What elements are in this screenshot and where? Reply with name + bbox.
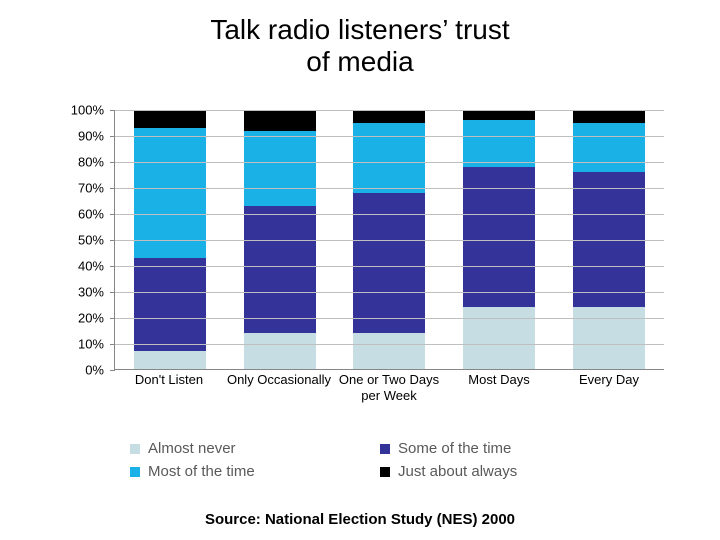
x-axis-labels: Don't ListenOnly OccasionallyOne or Two … <box>114 372 664 403</box>
legend-label: Some of the time <box>398 440 511 457</box>
grid-line <box>115 292 664 293</box>
legend-item: Just about always <box>380 463 600 480</box>
grid-line <box>115 162 664 163</box>
y-axis: 0%10%20%30%40%50%60%70%80%90%100% <box>60 110 110 370</box>
grid-line <box>115 110 664 111</box>
bar-segment-just_about_always <box>134 110 206 128</box>
bar-segment-almost_never <box>244 333 316 369</box>
grid-line <box>115 188 664 189</box>
bar-segment-almost_never <box>353 333 425 369</box>
x-axis-label: One or Two Days per Week <box>334 372 444 403</box>
bar-segment-most_of_the_time <box>134 128 206 258</box>
legend: Almost never Some of the time Most of the … <box>130 440 600 480</box>
grid-line <box>115 136 664 137</box>
grid-line <box>115 214 664 215</box>
y-tick-label: 0% <box>60 363 104 378</box>
y-tick-label: 80% <box>60 155 104 170</box>
y-tick-label: 60% <box>60 207 104 222</box>
legend-swatch <box>380 444 390 454</box>
bar-segment-just_about_always <box>573 110 645 123</box>
source-text: Source: National Election Study (NES) 20… <box>0 511 720 528</box>
x-axis-label: Most Days <box>444 372 554 403</box>
legend-label: Almost never <box>148 440 236 457</box>
legend-label: Just about always <box>398 463 517 480</box>
y-tick-label: 50% <box>60 233 104 248</box>
legend-item: Almost never <box>130 440 350 457</box>
legend-swatch <box>380 467 390 477</box>
legend-item: Most of the time <box>130 463 350 480</box>
bar-segment-almost_never <box>463 307 535 369</box>
y-tick-label: 70% <box>60 181 104 196</box>
bar-segment-some_of_the_time <box>244 206 316 333</box>
legend-item: Some of the time <box>380 440 600 457</box>
chart: 0%10%20%30%40%50%60%70%80%90%100% Don't … <box>60 110 670 370</box>
slide: Talk radio listeners’ trust of media 0% 1… <box>0 0 720 540</box>
x-axis-label: Every Day <box>554 372 664 403</box>
bar-segment-just_about_always <box>463 110 535 120</box>
y-tick-label: 30% <box>60 285 104 300</box>
grid-line <box>115 344 664 345</box>
bar-segment-most_of_the_time <box>573 123 645 172</box>
y-tick-label: 100% <box>60 103 104 118</box>
plot-area <box>114 110 664 370</box>
grid-line <box>115 240 664 241</box>
bar-segment-just_about_always <box>353 110 425 123</box>
x-axis-label: Only Occasionally <box>224 372 334 403</box>
x-axis-label: Don't Listen <box>114 372 224 403</box>
y-tick-label: 10% <box>60 337 104 352</box>
bar-segment-most_of_the_time <box>463 120 535 167</box>
y-tick-label: 90% <box>60 129 104 144</box>
bar-segment-almost_never <box>134 351 206 369</box>
bar-segment-almost_never <box>573 307 645 369</box>
grid-line <box>115 266 664 267</box>
legend-swatch <box>130 467 140 477</box>
bar-segment-some_of_the_time <box>134 258 206 351</box>
y-tick-label: 20% <box>60 311 104 326</box>
y-tick-mark <box>110 370 115 371</box>
legend-swatch <box>130 444 140 454</box>
grid-line <box>115 318 664 319</box>
bar-segment-just_about_always <box>244 110 316 131</box>
bar-segment-most_of_the_time <box>353 123 425 193</box>
legend-label: Most of the time <box>148 463 255 480</box>
chart-title: Talk radio listeners’ trust of media <box>0 0 720 78</box>
y-tick-label: 40% <box>60 259 104 274</box>
title-line-1: Talk radio listeners’ trust <box>210 14 509 45</box>
title-line-2: of media <box>306 46 413 77</box>
bar-segment-most_of_the_time <box>244 131 316 206</box>
